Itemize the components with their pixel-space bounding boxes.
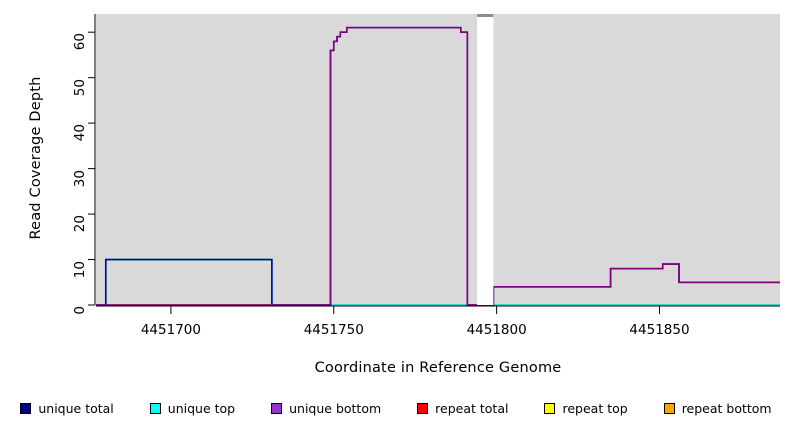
x-tick-label: 4451850 [629, 322, 690, 338]
legend-label: unique bottom [289, 400, 382, 416]
legend-item[interactable]: repeat total [417, 401, 508, 416]
legend-item[interactable]: repeat top [544, 400, 628, 416]
legend-item[interactable]: unique bottom [271, 401, 381, 416]
legend-swatch-icon [271, 402, 283, 414]
legend-label: repeat bottom [681, 400, 772, 416]
legend-swatch-icon [20, 402, 32, 414]
legend-swatch-icon [417, 402, 429, 414]
x-tick-label: 4451800 [466, 322, 527, 338]
legend-item[interactable]: unique top [149, 400, 236, 416]
legend-item[interactable]: repeat bottom [663, 400, 772, 416]
gap-band [477, 17, 494, 305]
legend-label: unique top [167, 400, 236, 416]
legend-label: repeat total [435, 400, 509, 416]
legend-item[interactable]: unique total [20, 400, 114, 416]
legend-label: repeat top [562, 400, 628, 416]
plot-background-left [96, 14, 478, 305]
plot-background-right [493, 14, 780, 305]
legend-swatch-icon [149, 402, 161, 414]
legend-swatch-icon [544, 402, 556, 414]
x-tick-label: 4451700 [140, 322, 201, 338]
x-axis-title: Coordinate in Reference Genome [314, 360, 562, 376]
gap-top-marker [477, 14, 494, 17]
legend-label: unique total [38, 400, 114, 416]
series-line-unique-bottom [96, 26, 780, 306]
legend-swatch-icon [663, 402, 675, 414]
x-tick-label: 4451750 [303, 322, 364, 338]
chart-legend: unique total unique top unique bottom repea… [0, 398, 792, 418]
